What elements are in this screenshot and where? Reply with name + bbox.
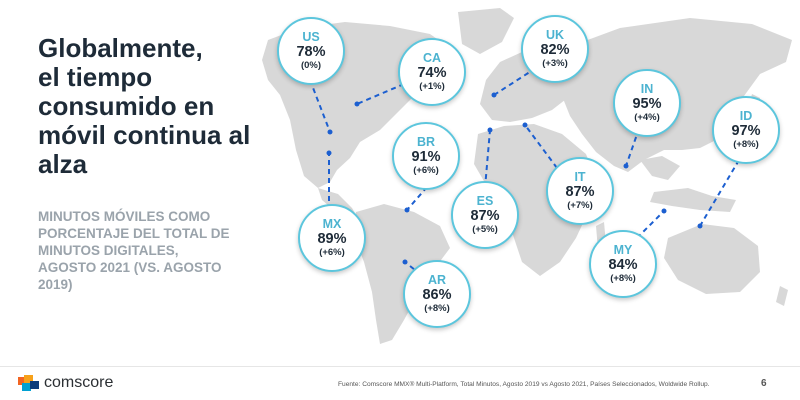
southeast-asia-landmass (640, 156, 680, 180)
connector-es (484, 129, 491, 189)
dot-my (661, 208, 667, 214)
title-line: móvil continua al (38, 120, 251, 150)
country-change: (+1%) (419, 80, 445, 92)
country-change: (+6%) (319, 246, 345, 258)
connector-id (699, 159, 740, 227)
connector-my (636, 210, 665, 239)
title-line: Globalmente, (38, 33, 203, 63)
title-line: el tiempo (38, 62, 153, 92)
subtitle-line: 2019) (38, 277, 73, 292)
country-percentage: 84% (608, 256, 638, 273)
slide-title: Globalmente, el tiempo consumido en móvi… (38, 34, 288, 179)
country-code: MY (613, 242, 633, 257)
country-percentage: 74% (417, 64, 447, 81)
connector-us (309, 79, 331, 133)
comscore-logo-icon (18, 375, 39, 391)
country-percentage: 89% (317, 230, 347, 247)
country-change: (+8%) (733, 138, 759, 150)
dot-ca (354, 101, 360, 107)
dot-uk (491, 92, 497, 98)
country-badge-uk: UK 82% (+3%) (521, 15, 589, 83)
subtitle-line: MINUTOS DIGITALES, (38, 243, 179, 258)
dot-id (697, 223, 703, 229)
country-change: (+3%) (542, 57, 568, 69)
dot-in (623, 163, 629, 169)
connector-dots (326, 92, 703, 265)
country-percentage: 91% (411, 148, 441, 165)
country-change: (+8%) (610, 272, 636, 284)
country-badge-us: US 78% (0%) (277, 17, 345, 85)
title-line: alza (38, 149, 88, 179)
dot-br (404, 207, 410, 213)
country-percentage: 82% (540, 41, 570, 58)
country-code: UK (545, 27, 565, 42)
page-number: 6 (761, 378, 767, 389)
south-america-landmass (354, 204, 450, 344)
country-badge-es: ES 87% (+5%) (451, 181, 519, 249)
country-code: MX (322, 216, 342, 231)
country-change: (+7%) (567, 199, 593, 211)
australia-landmass (664, 224, 760, 294)
country-change: (0%) (300, 59, 322, 71)
subtitle-line: AGOSTO 2021 (VS. AGOSTO (38, 260, 222, 275)
connector-in (625, 119, 643, 167)
country-change: (+4%) (634, 111, 660, 123)
country-change: (+8%) (424, 302, 450, 314)
country-percentage: 78% (296, 43, 326, 60)
footer-divider (0, 366, 800, 367)
country-badge-ar: AR 86% (+8%) (403, 260, 471, 328)
greenland-landmass (458, 8, 514, 54)
country-code: AR (427, 272, 447, 287)
country-badge-it: IT 87% (+7%) (546, 157, 614, 225)
dot-it (522, 122, 528, 128)
country-badge-id: ID 97% (+8%) (712, 96, 780, 164)
new-zealand-landmass (776, 286, 788, 306)
brand-name: comscore (44, 374, 114, 391)
subtitle-line: MINUTOS MÓVILES COMO (38, 209, 211, 224)
country-badge-ca: CA 74% (+1%) (398, 38, 466, 106)
country-badge-in: IN 95% (+4%) (613, 69, 681, 137)
country-percentage: 86% (422, 286, 452, 303)
connector-br (406, 186, 428, 211)
country-code: IT (574, 169, 586, 184)
dot-es (487, 127, 493, 133)
country-code: ID (739, 108, 753, 123)
country-code: ES (476, 193, 494, 208)
country-percentage: 97% (731, 122, 761, 139)
dot-mx (326, 150, 332, 156)
title-line: consumido en (38, 91, 215, 121)
country-code: US (302, 29, 320, 44)
dot-us (327, 129, 333, 135)
source-note: Fuente: Comscore MMX® Multi-Platform, To… (338, 381, 710, 388)
country-badge-my: MY 84% (+8%) (589, 230, 657, 298)
country-badge-mx: MX 89% (+6%) (298, 204, 366, 272)
country-percentage: 87% (565, 183, 595, 200)
country-code: BR (416, 134, 436, 149)
country-code: CA (422, 50, 442, 65)
dot-ar (402, 259, 408, 265)
country-percentage: 95% (632, 95, 662, 112)
indonesia-landmass (650, 188, 736, 212)
country-change: (+6%) (413, 164, 439, 176)
country-badge-br: BR 91% (+6%) (392, 122, 460, 190)
subtitle-line: PORCENTAJE DEL TOTAL DE (38, 226, 230, 241)
country-code: IN (640, 81, 654, 96)
slide-subtitle: MINUTOS MÓVILES COMO PORCENTAJE DEL TOTA… (38, 208, 278, 293)
country-change: (+5%) (472, 223, 498, 235)
country-percentage: 87% (470, 207, 500, 224)
